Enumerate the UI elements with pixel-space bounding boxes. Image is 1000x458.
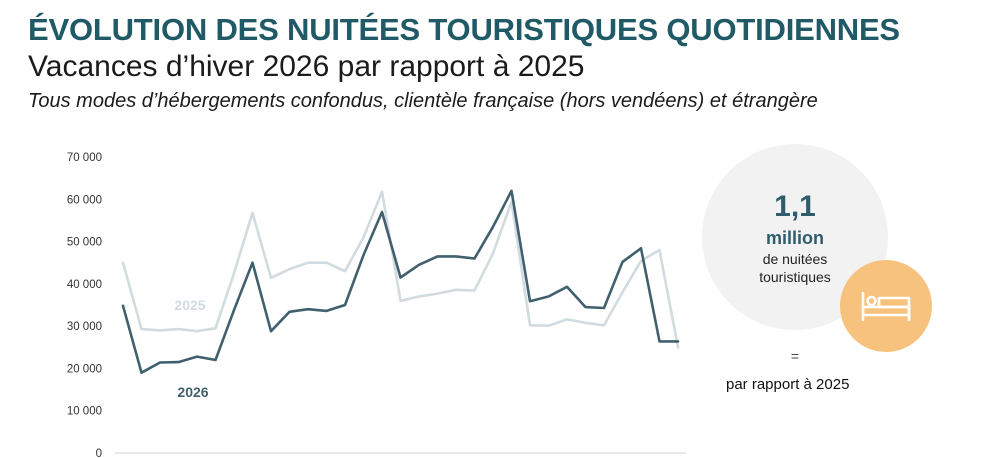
y-tick-label: 40 000 [67, 279, 102, 291]
bed-icon [861, 291, 911, 322]
y-tick-label: 0 [96, 448, 102, 458]
page-title: ÉVOLUTION DES NUITÉES TOURISTIQUES QUOTI… [28, 12, 900, 47]
y-tick-label: 50 000 [67, 237, 102, 249]
equal-sign: = [790, 348, 800, 364]
y-tick-label: 20 000 [67, 363, 102, 375]
line-chart: 0 10 000 20 000 30 000 40 000 50 000 60 000 70 … [67, 152, 686, 458]
series-line-2025 [121, 190, 680, 349]
y-tick-label: 60 000 [67, 194, 102, 206]
y-tick-label: 10 000 [67, 406, 102, 418]
kpi-description: de nuitées touristiques [759, 251, 831, 285]
page-subtitle: Vacances d’hiver 2026 par rapport à 2025 [28, 50, 585, 83]
series-label-2026: 2026 [177, 384, 208, 400]
y-tick-label: 70 000 [67, 152, 102, 164]
kpi-value: 1,1 [774, 190, 816, 223]
comparison-text: par rapport à 2025 [726, 376, 850, 393]
series-label-2025: 2025 [174, 297, 205, 313]
page-note: Tous modes d’hébergements confondus, cli… [28, 90, 818, 112]
bed-badge [840, 260, 932, 352]
kpi-unit: million [766, 228, 824, 248]
y-tick-label: 30 000 [67, 321, 102, 333]
series-line-2026 [121, 189, 680, 374]
